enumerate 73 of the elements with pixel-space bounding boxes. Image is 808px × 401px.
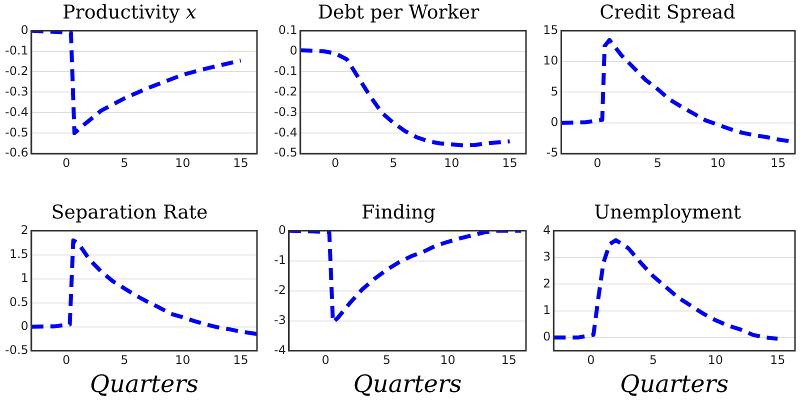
x-tick-label: 15 [502, 156, 518, 170]
x-tick-label: 10 [174, 156, 190, 170]
y-tick-label: -0.4 [274, 125, 298, 140]
chart-title: Finding [361, 201, 436, 224]
x-tick-label: 10 [444, 156, 460, 170]
y-tick-label: 0 [278, 222, 286, 237]
y-tick-label: -1 [274, 252, 286, 267]
y-tick-label: 2 [20, 222, 28, 237]
x-tick-label: 5 [649, 353, 657, 368]
line-series [31, 238, 257, 336]
chart-title: Debt per Worker [318, 1, 480, 24]
x-tick-label: 10 [708, 353, 724, 368]
x-tick-label: 10 [710, 156, 726, 170]
x-tick-label: 0 [331, 156, 340, 170]
y-tick-label: 2 [542, 276, 551, 290]
y-tick-label: 0 [290, 43, 298, 58]
x-tick-label: 0 [594, 156, 602, 170]
x-tick-label: 15 [233, 353, 248, 368]
y-tick-label: -0.2 [274, 84, 298, 98]
y-tick-label: -4 [274, 342, 286, 357]
y-tick-label: 10 [542, 54, 558, 68]
chart-title: Unemployment [594, 201, 742, 224]
x-tick-label: 10 [174, 353, 190, 368]
y-tick-label: -0.4 [4, 104, 28, 119]
y-tick-label: -0.5 [4, 125, 28, 140]
y-tick-label: 1 [542, 302, 551, 317]
y-tick-label: -0.3 [274, 104, 298, 119]
line-series [554, 238, 780, 341]
y-tick-label: -0.5 [4, 342, 28, 357]
y-tick-label: -0.5 [274, 146, 298, 160]
y-tick-label: 1.5 [9, 246, 28, 261]
y-tick-label: 0 [20, 22, 28, 37]
line-series [31, 30, 243, 136]
line-series [300, 48, 512, 148]
chart-title: Separation Rate [51, 201, 208, 224]
y-tick-label: 5 [550, 84, 558, 98]
y-tick-label: -0.1 [274, 64, 298, 78]
y-tick-label: 0.1 [278, 22, 298, 37]
x-tick-label: 15 [233, 156, 248, 170]
x-tick-label: 0 [62, 353, 70, 368]
x-tick-label: 15 [770, 156, 786, 170]
x-tick-label: 5 [382, 353, 391, 368]
y-tick-label: 0 [550, 115, 558, 130]
x-tick-label: 5 [120, 156, 128, 170]
y-tick-label: -0.2 [4, 64, 28, 78]
x-tick-label: 15 [501, 353, 517, 368]
x-axis-title: Quarters [620, 370, 729, 398]
x-tick-label: 10 [440, 353, 456, 368]
y-tick-label: 0 [20, 318, 28, 333]
y-tick-label: 3 [542, 250, 551, 264]
y-tick-label: 4 [542, 222, 551, 237]
x-axis-title: Quarters [90, 370, 198, 398]
y-tick-label: -0.1 [4, 43, 28, 58]
x-tick-label: 5 [390, 156, 398, 170]
y-tick-label: 0 [542, 330, 551, 344]
x-axis-title: Quarters [353, 370, 462, 398]
x-tick-label: 5 [654, 156, 662, 170]
chart-title: Productivity 𝑥 [62, 1, 197, 24]
y-tick-label: 0.5 [9, 294, 28, 309]
y-tick-label: -0.6 [4, 146, 28, 160]
x-tick-label: 15 [770, 353, 786, 368]
line-series [288, 230, 524, 324]
y-tick-label: 15 [542, 22, 558, 37]
chart-title: Credit Spread [600, 1, 736, 24]
y-tick-label: -0.3 [4, 84, 28, 98]
x-tick-label: 0 [587, 353, 595, 368]
y-tick-label: 1 [20, 270, 28, 285]
y-tick-label: -5 [546, 146, 558, 160]
y-tick-label: -2 [274, 282, 286, 297]
y-tick-label: -3 [274, 312, 286, 327]
x-tick-label: 5 [120, 353, 128, 368]
x-tick-label: 0 [62, 156, 70, 170]
x-tick-label: 0 [322, 353, 330, 368]
